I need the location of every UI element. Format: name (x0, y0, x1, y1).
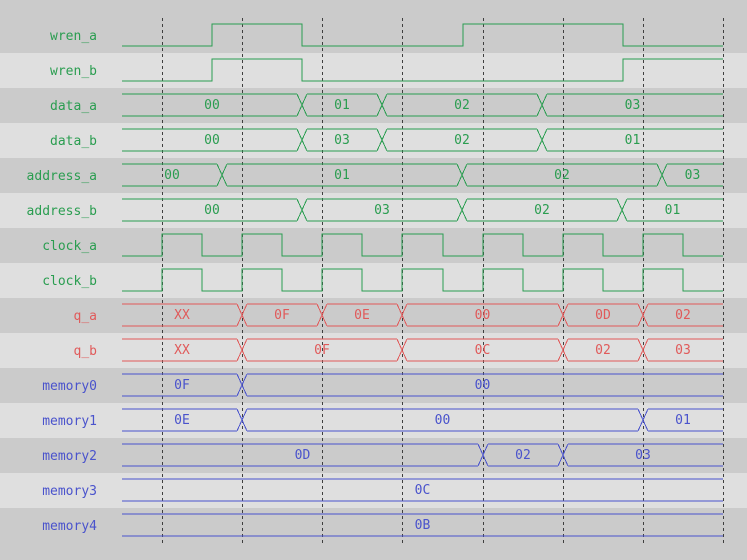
bus-value-memory1-2: 01 (675, 413, 691, 428)
row-stripe-clock_a (0, 228, 747, 263)
wave-memory3 (122, 478, 723, 502)
bus-value-q_a-1: 0F (274, 308, 290, 323)
signal-label-memory2[interactable]: memory2 (42, 449, 97, 464)
bus-value-data_b-1: 03 (334, 133, 350, 148)
bus-value-data_a-2: 02 (454, 98, 470, 113)
wave-data_b (122, 128, 723, 152)
bus-value-q_b-3: 02 (595, 343, 611, 358)
bus-value-memory0-0: 0F (174, 378, 190, 393)
bus-value-q_b-1: 0F (314, 343, 330, 358)
bus-value-q_b-4: 03 (675, 343, 691, 358)
bus-value-q_a-5: 02 (675, 308, 691, 323)
signal-label-address_a[interactable]: address_a (27, 169, 97, 184)
bus-value-address_a-1: 01 (334, 168, 350, 183)
bus-value-data_a-0: 00 (204, 98, 220, 113)
signal-label-memory4[interactable]: memory4 (42, 519, 97, 534)
bus-value-data_b-2: 02 (454, 133, 470, 148)
wave-clock_a (122, 233, 723, 257)
bus-value-address_b-1: 03 (374, 203, 390, 218)
row-stripe-wren_a (0, 18, 747, 53)
signal-label-clock_a[interactable]: clock_a (42, 239, 97, 254)
bus-value-address_a-3: 03 (685, 168, 701, 183)
bus-value-memory2-0: 0D (295, 448, 311, 463)
row-stripe-memory3 (0, 473, 747, 508)
bus-value-address_b-3: 01 (665, 203, 681, 218)
wave-memory4 (122, 513, 723, 537)
wave-memory1 (122, 408, 723, 432)
bus-value-memory1-0: 0E (174, 413, 190, 428)
bus-value-q_a-4: 0D (595, 308, 611, 323)
bus-value-memory1-1: 00 (435, 413, 451, 428)
wave-q_b (122, 338, 723, 362)
signal-label-q_a[interactable]: q_a (74, 309, 97, 324)
bus-value-memory4-0: 0B (415, 518, 431, 533)
bus-value-memory2-1: 02 (515, 448, 531, 463)
row-stripe-memory4 (0, 508, 747, 543)
row-stripe-memory0 (0, 368, 747, 403)
signal-label-memory3[interactable]: memory3 (42, 484, 97, 499)
signal-label-wren_b[interactable]: wren_b (50, 64, 97, 79)
bus-value-data_b-3: 01 (625, 133, 641, 148)
bus-value-data_a-1: 01 (334, 98, 350, 113)
bus-value-memory0-1: 00 (475, 378, 491, 393)
wave-address_a (122, 163, 723, 187)
bus-value-data_a-3: 03 (625, 98, 641, 113)
bus-value-q_a-3: 00 (475, 308, 491, 323)
wave-q_a (122, 303, 723, 327)
wave-data_a (122, 93, 723, 117)
bus-value-address_b-0: 00 (204, 203, 220, 218)
row-stripe-clock_b (0, 263, 747, 298)
wave-address_b (122, 198, 723, 222)
wave-memory0 (122, 373, 723, 397)
row-stripe-q_a (0, 298, 747, 333)
signal-label-address_b[interactable]: address_b (27, 204, 98, 219)
wave-wren_b (122, 58, 723, 82)
row-stripe-q_b (0, 333, 747, 368)
bus-value-address_a-2: 02 (554, 168, 570, 183)
row-stripe-address_a (0, 158, 747, 193)
wave-wren_a (122, 23, 723, 47)
signal-label-memory0[interactable]: memory0 (42, 379, 97, 394)
bus-value-memory2-2: 03 (635, 448, 651, 463)
signal-label-wren_a[interactable]: wren_a (50, 29, 97, 44)
bus-value-address_b-2: 02 (534, 203, 550, 218)
signal-label-data_a[interactable]: data_a (50, 99, 97, 114)
bus-value-q_b-0: XX (174, 343, 190, 358)
signal-label-clock_b[interactable]: clock_b (42, 274, 97, 289)
bus-value-q_b-2: 0C (475, 343, 491, 358)
signal-label-q_b[interactable]: q_b (74, 344, 98, 359)
wave-memory2 (122, 443, 723, 467)
bus-value-data_b-0: 00 (204, 133, 220, 148)
row-stripe-wren_b (0, 53, 747, 88)
wave-clock_b (122, 268, 723, 292)
bus-value-memory3-0: 0C (415, 483, 431, 498)
row-stripe-memory1 (0, 403, 747, 438)
bus-value-q_a-2: 0E (354, 308, 370, 323)
bus-value-address_a-0: 00 (164, 168, 180, 183)
signal-label-memory1[interactable]: memory1 (42, 414, 97, 429)
signal-label-data_b[interactable]: data_b (50, 134, 97, 149)
bus-value-q_a-0: XX (174, 308, 190, 323)
